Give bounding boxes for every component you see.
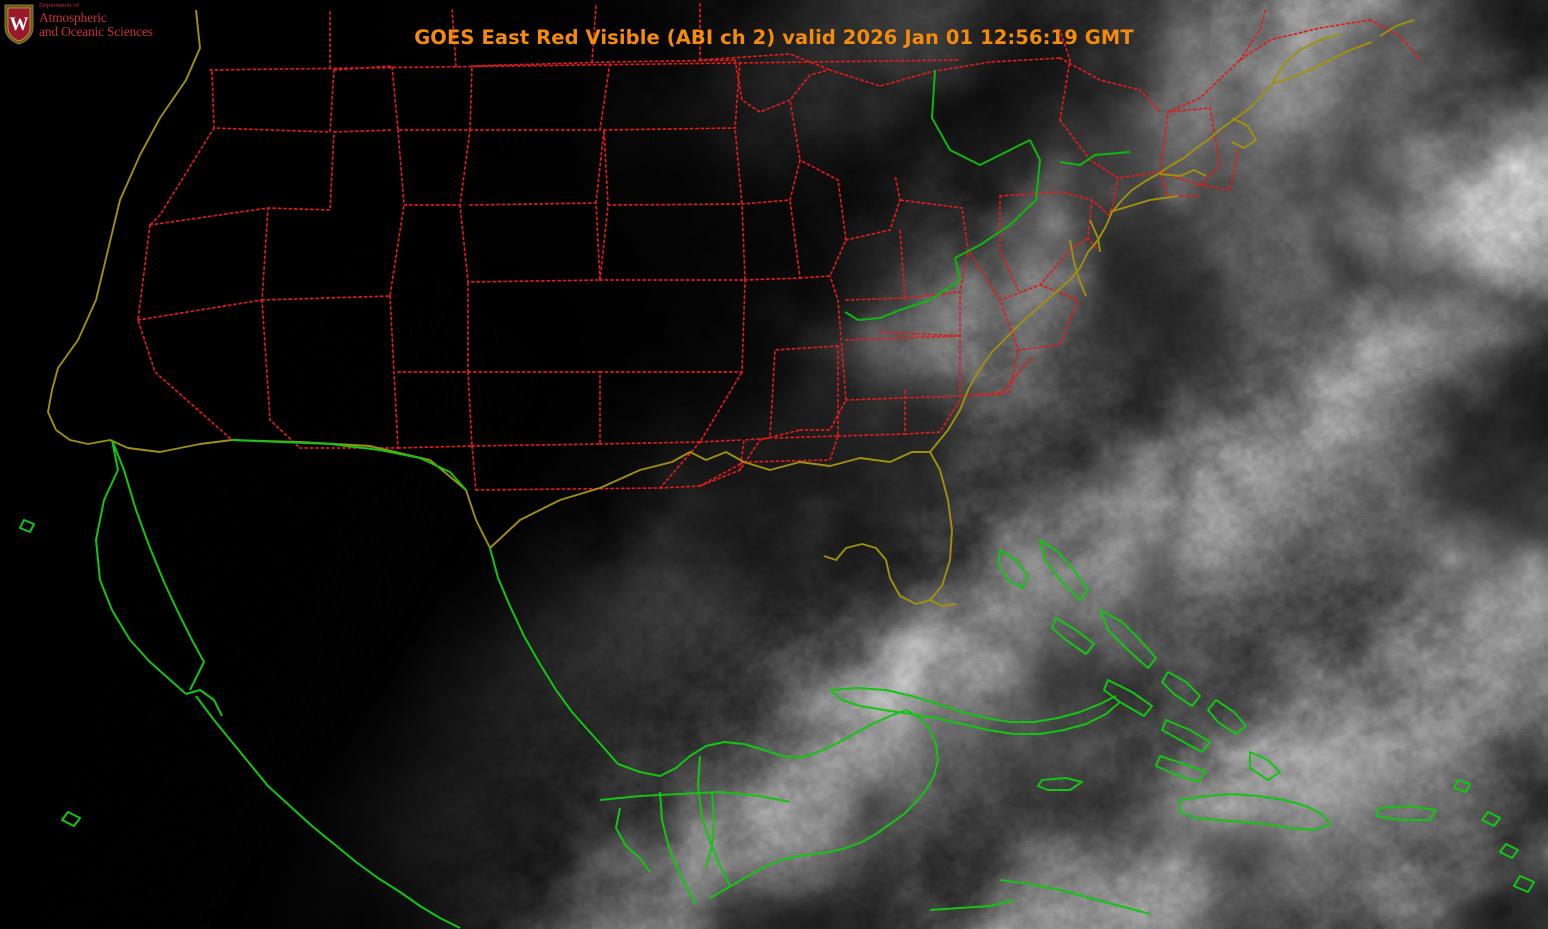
international-coastline-layer — [19, 439, 1535, 929]
us-state-borders-layer — [137, 3, 1421, 491]
department-wordmark: Department of Atmospheric and Oceanic Sc… — [39, 2, 153, 39]
department-line-2: and Oceanic Sciences — [39, 24, 153, 39]
uw-crest-w-icon: W — [4, 4, 34, 45]
department-kicker: Department of — [39, 2, 80, 9]
institution-branding: W Department of Atmospheric and Oceanic … — [0, 0, 160, 48]
great-lakes-shoreline-layer — [844, 69, 1131, 322]
us-coastline-layer — [47, 9, 1415, 607]
department-line-1: Atmospheric — [39, 9, 107, 25]
svg-text:W: W — [10, 14, 29, 35]
